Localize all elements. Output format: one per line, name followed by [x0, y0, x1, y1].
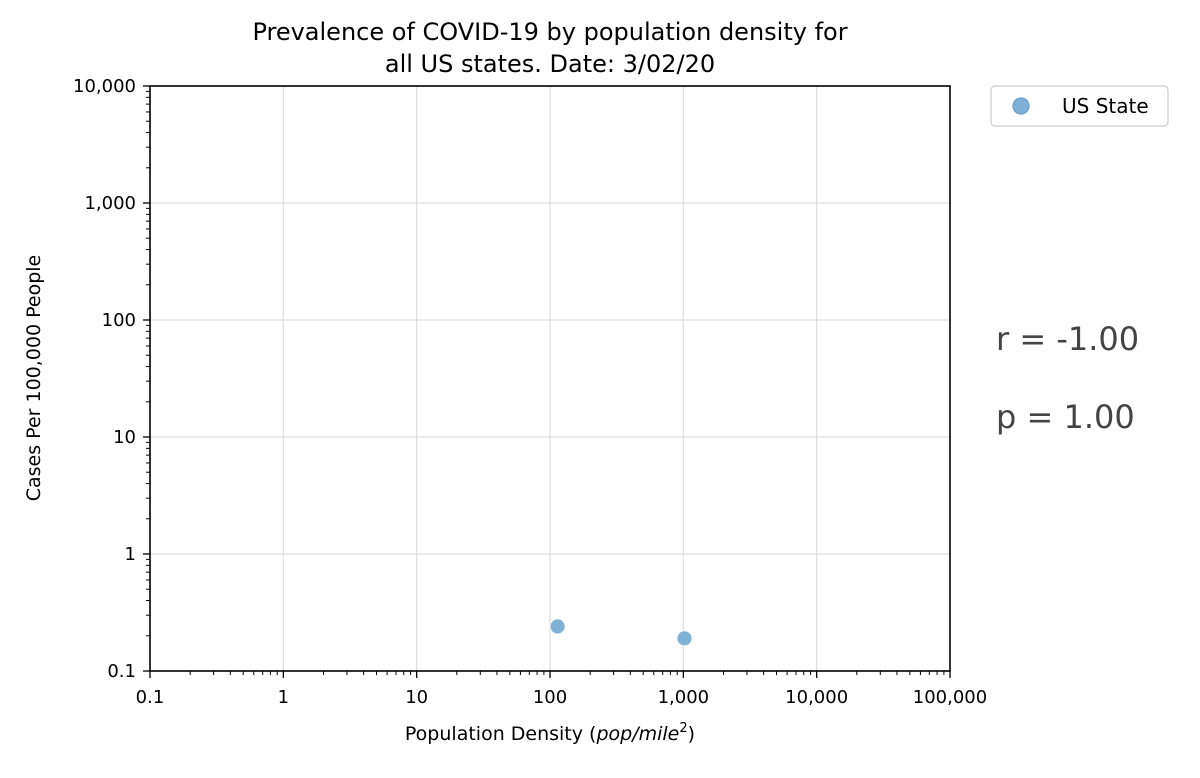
x-axis-label-unit: pop/mile	[595, 723, 679, 745]
x-axis-label: Population Density (pop/mile2)	[405, 721, 695, 745]
x-tick-label-2: 10	[405, 687, 428, 708]
chart-title-line-1: Prevalence of COVID-19 by population den…	[252, 18, 847, 46]
legend-marker	[1012, 97, 1030, 115]
data-point-0-0	[549, 618, 566, 635]
y-axis-label: Cases Per 100,000 People	[23, 255, 45, 502]
legend-label-us-state: US State	[1062, 94, 1149, 118]
y-tick-label-1: 1	[125, 544, 136, 565]
chart-title-line-2: all US states. Date: 3/02/20	[385, 50, 715, 78]
data-points	[549, 618, 693, 647]
tick-labels: 0.1 1 10 100 1,000 10,000 100,000 0.1 1 10 100 1,00…	[73, 76, 987, 708]
y-tick-label-4: 1,000	[84, 193, 136, 214]
x-tick-label-3: 100	[533, 687, 567, 708]
correlation-r: r = -1.00	[996, 320, 1139, 358]
y-tick-label-3: 100	[102, 310, 136, 331]
x-tick-label-0: 0.1	[136, 687, 165, 708]
grid-lines	[150, 86, 950, 671]
x-tick-label-6: 100,000	[913, 687, 987, 708]
x-axis-label-superscript: 2	[679, 721, 687, 736]
data-point-0-1	[676, 630, 693, 647]
legend: US State	[990, 85, 1169, 127]
correlation-p: p = 1.00	[996, 398, 1135, 436]
x-tick-label-5: 10,000	[785, 687, 848, 708]
y-tick-label-2: 10	[113, 427, 136, 448]
legend-box	[990, 85, 1169, 127]
x-tick-label-4: 1,000	[658, 687, 710, 708]
x-axis-label-main: Population Density (	[405, 723, 597, 745]
y-tick-label-0: 0.1	[107, 661, 136, 682]
x-tick-label-1: 1	[278, 687, 289, 708]
plot-frame	[149, 85, 951, 672]
y-tick-label-5: 10,000	[73, 76, 136, 97]
x-axis-label-close: )	[688, 723, 695, 745]
